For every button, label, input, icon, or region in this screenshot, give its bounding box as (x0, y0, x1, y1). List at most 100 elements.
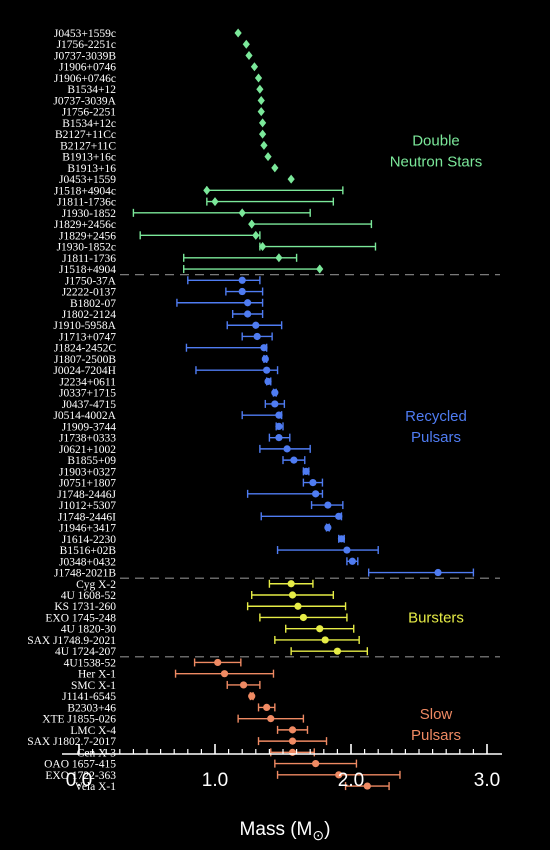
source-label: J1910-5958A (53, 320, 116, 332)
data-point (220, 670, 229, 678)
data-point-diamond (248, 219, 256, 229)
data-point-diamond (254, 73, 263, 83)
x-axis-label: Mass (M⊙) (240, 819, 331, 843)
x-axis-ticks: 0.0 1.0 2.0 3.0 (66, 744, 500, 791)
source-label: J1738+0333 (59, 433, 116, 445)
source-label: B1534+12c (62, 118, 116, 130)
data-point (214, 658, 222, 667)
data-rows: J0453+1559cJ1756-2251cJ0737-3039BJ1906+0… (27, 28, 475, 793)
source-label: J1748-2021B (54, 568, 116, 580)
data-row: B1516+02B (60, 545, 379, 557)
data-row: J1829+2456c (54, 219, 373, 231)
group-label-line: Neutron Stars (390, 154, 483, 171)
data-point (248, 692, 256, 700)
group-label-line: Pulsars (411, 727, 461, 744)
data-point (253, 332, 261, 341)
source-label: Her X-1 (78, 669, 116, 681)
group-separators (120, 274, 500, 658)
data-point-diamond (256, 84, 264, 94)
data-row: J1748-2021B (54, 568, 475, 580)
source-label: J1903+0327 (59, 466, 116, 478)
source-label: B2127+11C (60, 140, 116, 152)
data-point (288, 737, 297, 745)
data-point-diamond (211, 197, 219, 207)
source-label: J0337+1715 (59, 388, 116, 400)
data-point-diamond (259, 118, 267, 128)
group-label-line: Slow (420, 706, 453, 723)
data-point-diamond (259, 129, 267, 139)
group-label: Recycled Pulsars (405, 408, 467, 446)
source-label: J1518+4904 (59, 264, 116, 276)
data-point (263, 366, 271, 374)
source-label: J0751+1807 (59, 478, 116, 490)
source-label: KS 1731-260 (54, 601, 116, 613)
source-label: J1807-2500B (54, 354, 116, 366)
source-label: SAX J1748.9-2021 (27, 635, 116, 647)
data-point (343, 546, 351, 554)
data-row: J1906+0746 (59, 62, 259, 74)
x-axis-label-close: ) (324, 819, 330, 840)
data-point-diamond (238, 208, 246, 218)
source-label: B1802-07 (70, 298, 116, 310)
source-label: B2303+46 (67, 702, 116, 714)
source-label: B2127+11Cc (55, 129, 116, 141)
source-label: J1946+3417 (59, 523, 116, 535)
source-label: LMC X-4 (70, 725, 116, 737)
data-row: J2222-0137 (62, 287, 264, 299)
source-label: J1748-2446I (58, 511, 116, 523)
data-point (244, 299, 252, 307)
data-row: 4U1538-52 (64, 657, 242, 669)
data-row: J1713+0747 (59, 331, 273, 343)
data-row: J1930-1852c (57, 242, 377, 254)
data-row: J1738+0333 (59, 433, 291, 445)
data-point (324, 523, 332, 532)
data-row: J0453+1559c (54, 28, 242, 40)
data-point-diamond (257, 95, 265, 105)
data-row: J1829+2456 (59, 230, 261, 242)
source-label: J1518+4904c (54, 185, 116, 197)
data-point (261, 355, 269, 363)
x-tick-label: 2.0 (338, 770, 364, 791)
data-row: J1910-5958A (53, 320, 283, 332)
data-point (288, 748, 297, 756)
x-axis-label-text: Mass (M (240, 819, 313, 840)
data-point (244, 310, 252, 318)
data-row: B1802-07 (70, 298, 264, 310)
source-label: J1614-2230 (62, 534, 117, 546)
data-row: J0337+1715 (59, 388, 279, 400)
source-label: J1811-1736 (62, 253, 116, 265)
data-point (312, 490, 320, 498)
data-row: J1906+0746c (54, 73, 263, 85)
data-row: J0437-4715 (62, 399, 286, 411)
source-label: OAO 1657-415 (44, 759, 116, 771)
data-row: J1518+4904c (54, 185, 344, 197)
data-point (271, 400, 279, 408)
source-label: B1913+16 (67, 163, 116, 175)
data-row: J1824-2452C (54, 343, 268, 355)
data-point (260, 344, 268, 352)
data-point (335, 512, 343, 520)
data-row: SAX J1748.9-2021 (27, 635, 360, 647)
data-point (283, 445, 291, 453)
data-row: J1614-2230 (62, 534, 346, 546)
source-label: J1756-2251c (57, 39, 116, 51)
source-label: J0024-7204H (53, 365, 116, 377)
x-tick-label: 3.0 (474, 770, 500, 791)
data-point (363, 782, 371, 790)
data-row: J1811-1736 (62, 253, 298, 265)
data-point (312, 760, 320, 768)
data-row: J0024-7204H (53, 365, 279, 377)
data-row: B1534+12 (67, 84, 264, 96)
data-row: J1903+0327 (59, 466, 310, 478)
data-row: EXO 1745-248 (45, 612, 348, 624)
source-label: J1824-2452C (54, 343, 116, 355)
data-row: J2234+0611 (59, 376, 272, 388)
source-label: B1913+16c (62, 152, 116, 164)
source-label: Vela X-1 (75, 781, 116, 793)
data-point-diamond (257, 107, 265, 117)
data-row: 4U 1608-52 (61, 590, 335, 602)
source-label: J1930-1852c (57, 242, 116, 254)
data-row: J1748-2446I (58, 511, 343, 523)
source-label: XTE J1855-026 (42, 714, 116, 726)
